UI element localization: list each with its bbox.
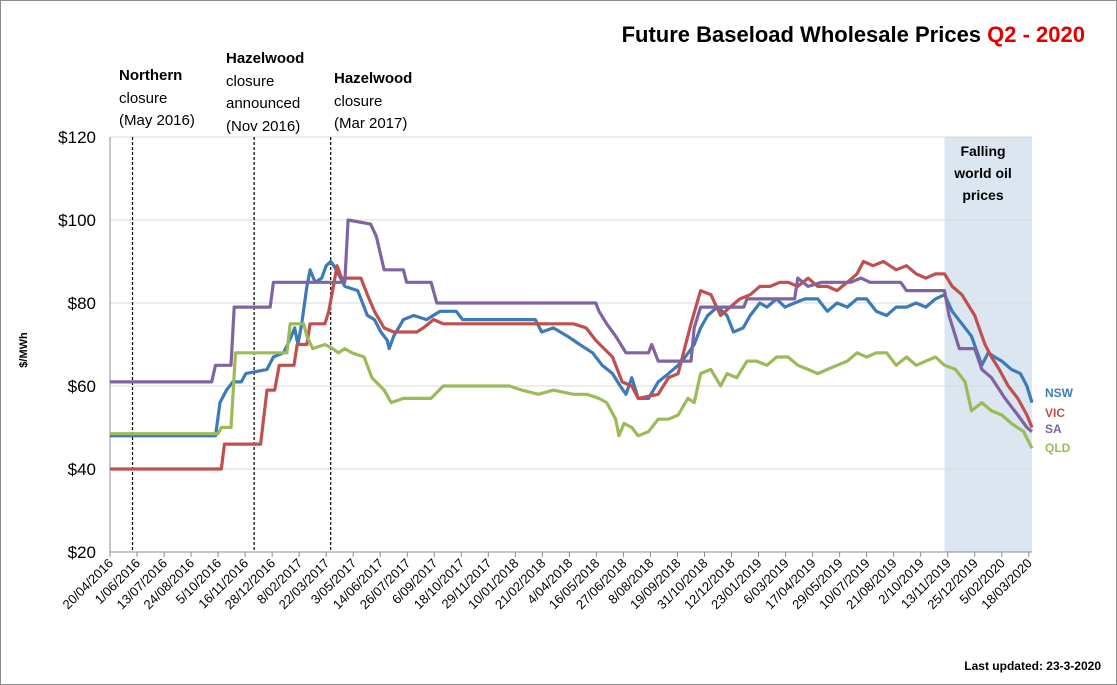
event-line-text: (Nov 2016) xyxy=(226,117,301,135)
event-line-text: (Mar 2017) xyxy=(334,115,408,132)
event-line-text: closure xyxy=(226,72,275,90)
event-title: Northern xyxy=(119,67,183,84)
y-tick-label: $40 xyxy=(68,460,96,479)
event-title: Hazelwood xyxy=(334,70,413,87)
y-axis-label: $/MWh xyxy=(18,332,30,368)
falling-oil-prices-label: Falling world oil prices xyxy=(954,143,1012,203)
event-line-text: announced xyxy=(226,95,301,112)
event-annotation-northern: Northern closure (May 2016) xyxy=(119,65,195,133)
event-annotation-hazelwood-closure: Hazelwood closure (Mar 2017) xyxy=(334,68,412,136)
event-annotation-hazelwood-announced: Hazelwood closure announced (Nov 2016) xyxy=(226,48,304,138)
series-line-sa xyxy=(110,218,1034,433)
legend-label-sa: SA xyxy=(1045,422,1062,436)
y-tick-label: $80 xyxy=(68,294,96,313)
chart-title: Future Baseload Wholesale Prices Q2 - 20… xyxy=(621,22,1085,47)
event-line-text: closure xyxy=(119,89,168,107)
legend-label-vic: VIC xyxy=(1045,406,1065,420)
event-line-text: closure xyxy=(334,92,383,110)
chart-title-highlight: Q2 - 2020 xyxy=(987,22,1085,47)
series-line-qld xyxy=(110,322,1034,450)
event-line-text: (May 2016) xyxy=(119,112,195,129)
y-tick-label: $20 xyxy=(68,543,96,562)
legend-label-qld: QLD xyxy=(1045,441,1071,455)
series-line-vic xyxy=(110,259,1034,471)
legend-label-nsw: NSW xyxy=(1045,386,1074,400)
y-tick-label: $60 xyxy=(68,377,96,396)
event-title: Hazelwood xyxy=(226,50,305,67)
series-line-nsw xyxy=(110,259,1034,438)
last-updated: Last updated: 23-3-2020 xyxy=(964,659,1101,673)
y-tick-label: $100 xyxy=(58,211,96,230)
y-tick-label: $120 xyxy=(58,128,96,147)
